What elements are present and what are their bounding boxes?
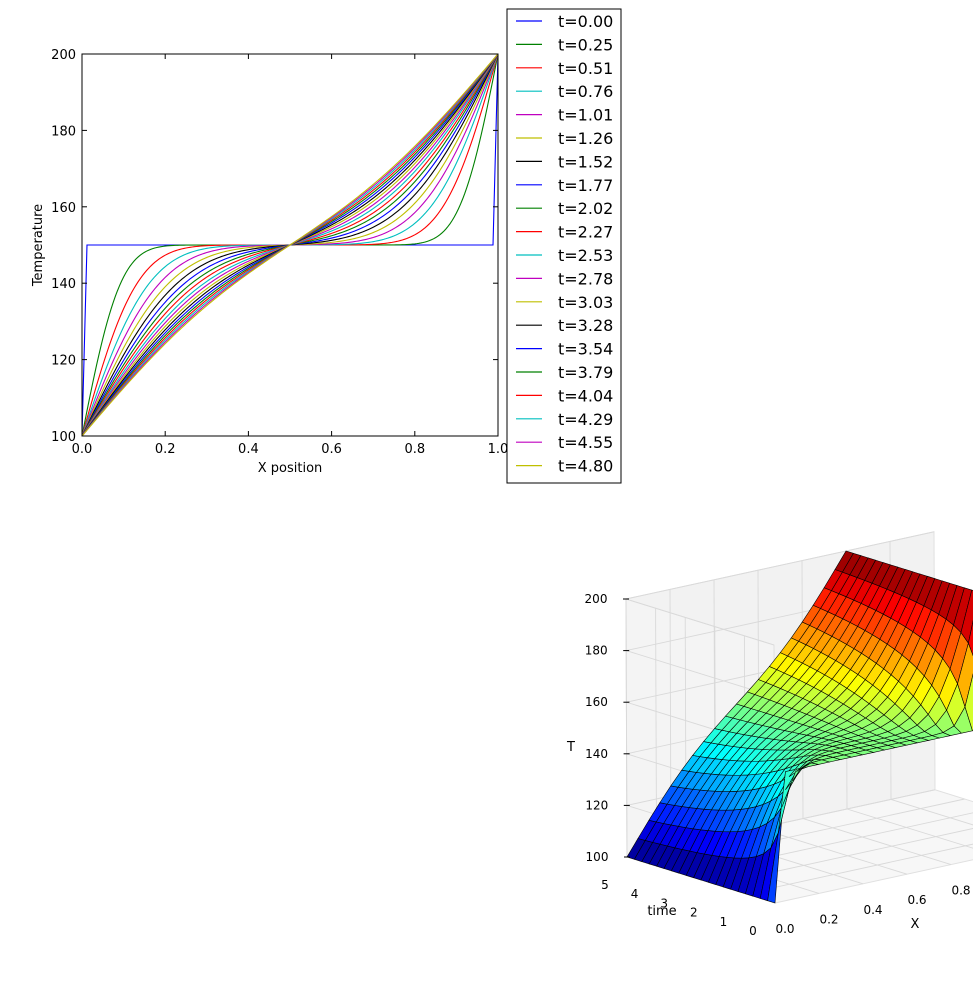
grid-z-side [625, 598, 775, 646]
legend-label-14: t=3.54 [558, 340, 613, 359]
legend-label-3: t=0.76 [558, 82, 613, 101]
y-tick-label: 180 [51, 124, 76, 139]
x3d-tick-label: 0.0 [775, 922, 794, 936]
time-axis-label: time [647, 904, 676, 919]
z-tick-label: 180 [585, 644, 608, 658]
z-axis-label: T [566, 740, 575, 755]
legend-box [506, 8, 622, 484]
y-tick-label: 120 [51, 354, 76, 369]
x-tick-label: 0.4 [238, 442, 259, 457]
z-tick-label: 140 [585, 747, 608, 761]
time-tick-label: 3 [660, 896, 668, 910]
z-tick-label: 160 [585, 695, 608, 709]
z-tick-label: 120 [585, 798, 608, 812]
series-line-19 [82, 54, 498, 436]
surface-mesh [626, 550, 973, 904]
x-tick-label: 1.0 [488, 442, 509, 457]
legend-label-15: t=3.79 [558, 363, 613, 382]
x-axis-label: X position [258, 461, 323, 476]
x-tick-label: 0.8 [404, 442, 425, 457]
x-tick-label: 0.6 [321, 442, 342, 457]
y-tick-label: 160 [51, 201, 76, 216]
legend-label-19: t=4.80 [558, 457, 613, 476]
legend-label-10: t=2.53 [558, 246, 613, 265]
time-tick-label: 2 [690, 906, 698, 920]
x3d-axis-label: X [911, 917, 920, 932]
legend-label-8: t=2.02 [558, 199, 613, 218]
plot-frame [81, 53, 499, 437]
z-tick-label: 200 [585, 592, 608, 606]
time-tick-label: 4 [631, 887, 639, 901]
y-tick-label: 140 [51, 277, 76, 292]
surface-cell [964, 673, 973, 732]
grid-t-floor [745, 843, 973, 895]
y-tick-label: 200 [51, 48, 76, 63]
grid-x-floor [802, 818, 952, 866]
x3d-tick-label: 0.4 [863, 903, 882, 917]
grid-t-side [625, 598, 628, 858]
x3d-tick-label: 0.8 [951, 884, 970, 898]
legend-label-13: t=3.28 [558, 316, 613, 335]
legend-label-7: t=1.77 [558, 176, 613, 195]
legend-label-6: t=1.52 [558, 152, 613, 171]
x3d-tick-label: 0.6 [907, 893, 926, 907]
x-tick-label: 0.2 [155, 442, 176, 457]
axis-ticks: 0.0 0.2 0.4 0.6 0.8 1.0 100 120 140 160 180 200 [51, 48, 508, 457]
legend-label-5: t=1.26 [558, 129, 613, 148]
legend-label-16: t=4.04 [558, 386, 613, 405]
grid-x-floor [758, 827, 908, 875]
z-tick-label: 100 [586, 850, 609, 864]
x3d-tick-label: 0.2 [819, 912, 838, 926]
legend-label-4: t=1.01 [558, 106, 613, 125]
legend-label-0: t=0.00 [558, 12, 613, 31]
line-chart: 0.0 0.2 0.4 0.6 0.8 1.0 100 120 140 160 180 200 X p… [31, 48, 508, 476]
time-tick-label: 5 [601, 878, 609, 892]
legend-label-12: t=3.03 [558, 293, 613, 312]
axis-ticks-3d: 100 120 140 160 180 200 0 1 2 3 4 5 0.0 0.2 0.4 0.6 0.8 [585, 592, 971, 938]
grid-z-side [626, 650, 775, 698]
y-axis-label: Temperature [31, 204, 46, 287]
legend-label-1: t=0.25 [558, 35, 613, 54]
series-lines [82, 54, 498, 436]
surface-cell [960, 589, 973, 644]
y-tick-label: 100 [51, 430, 76, 445]
grid-x-floor [846, 808, 973, 849]
time-tick-label: 1 [720, 915, 728, 929]
legend-label-18: t=4.55 [558, 433, 613, 452]
grid-z-back [625, 531, 935, 600]
grid-x-floor [890, 798, 973, 826]
surface-cell [968, 620, 973, 657]
legend-label-9: t=2.27 [558, 223, 613, 242]
legend-label-2: t=0.51 [558, 59, 613, 78]
legend-label-11: t=2.78 [558, 269, 613, 288]
legend-label-17: t=4.29 [558, 410, 613, 429]
surface-3d-chart: 1001201401601802000123450.00.20.40.60.8 … [566, 531, 973, 938]
time-tick-label: 0 [749, 924, 757, 938]
x-tick-label: 0.0 [72, 442, 93, 457]
legend: t=0.00 t=0.25 t=0.51 t=0.76 t=1.01 t=1.26 t=1.… [506, 8, 622, 484]
